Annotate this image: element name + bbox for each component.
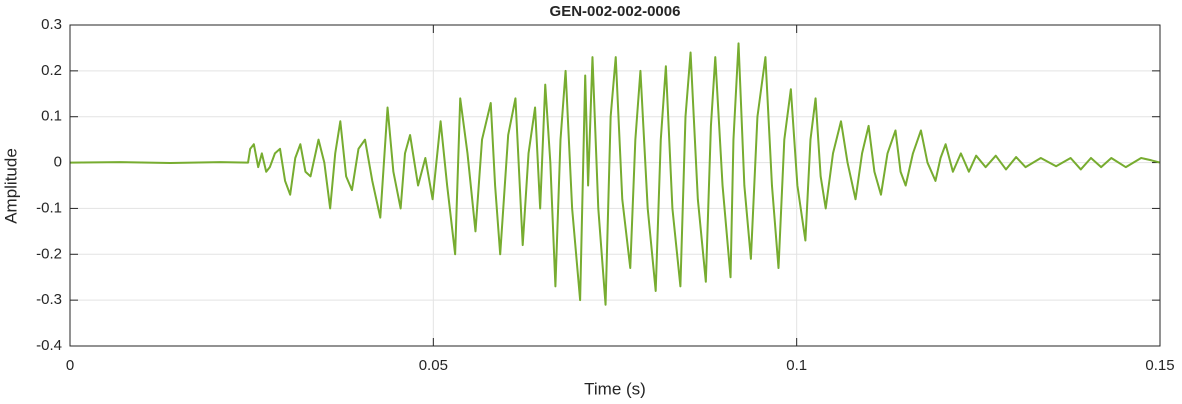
axes-box <box>69 24 1161 347</box>
waveform-line <box>69 42 1161 306</box>
y-tick-label: -0.3 <box>36 291 62 308</box>
y-axis-label: Amplitude <box>1 148 20 224</box>
y-tick-label: -0.2 <box>36 245 62 262</box>
x-axis-label: Time (s) <box>584 379 646 398</box>
y-tick-label: -0.4 <box>36 337 62 354</box>
y-tick-label: 0.2 <box>41 62 62 79</box>
y-tick-label: 0 <box>54 154 62 171</box>
x-tick-label: 0.05 <box>419 357 448 374</box>
y-tick-label: 0.1 <box>41 108 62 125</box>
x-tick-label: 0.1 <box>786 357 807 374</box>
x-tick-label: 0 <box>66 357 74 374</box>
y-tick-label: 0.3 <box>41 16 62 33</box>
y-tick-label: -0.1 <box>36 199 62 216</box>
chart-title: GEN-002-002-0006 <box>550 3 681 20</box>
x-tick-label: 0.15 <box>1145 357 1174 374</box>
